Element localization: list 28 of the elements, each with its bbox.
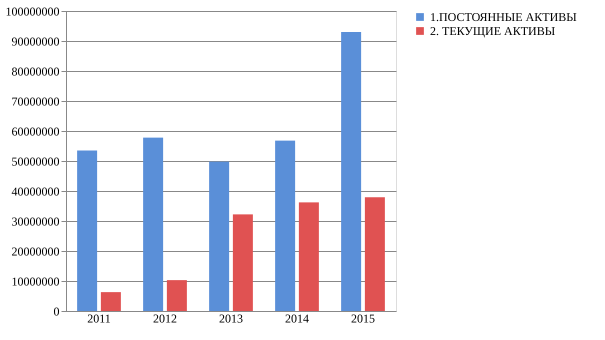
y-tick-label: 80000000: [12, 64, 60, 78]
x-tick-label: 2014: [285, 312, 309, 326]
legend-label: 1.ПОСТОЯННЫЕ АКТИВЫ: [430, 10, 578, 24]
bar: [364, 197, 385, 311]
y-tick-label: 30000000: [12, 214, 60, 228]
y-tick-label: 20000000: [12, 244, 60, 258]
x-tick-label: 2011: [87, 312, 111, 326]
y-tick-label: 50000000: [12, 154, 60, 168]
y-tick-label: 60000000: [12, 124, 60, 138]
x-tick-label: 2013: [219, 312, 243, 326]
y-tick-label: 100000000: [6, 4, 60, 18]
bar: [209, 162, 230, 311]
y-tick-label: 10000000: [12, 274, 60, 288]
y-tick-label: 90000000: [12, 34, 60, 48]
x-tick-label: 2012: [153, 312, 177, 326]
bar: [275, 140, 296, 311]
bar: [77, 150, 98, 311]
bar: [166, 280, 187, 311]
bar: [143, 138, 164, 311]
bar: [232, 214, 253, 311]
legend-label: 2. ТЕКУЩИЕ АКТИВЫ: [430, 24, 556, 38]
y-tick-label: 40000000: [12, 184, 60, 198]
x-tick-label: 2015: [351, 312, 375, 326]
y-tick-label: 70000000: [12, 94, 60, 108]
y-tick-label: 0: [54, 304, 60, 318]
bar: [298, 202, 319, 311]
bar: [341, 32, 362, 311]
bar: [100, 292, 121, 311]
